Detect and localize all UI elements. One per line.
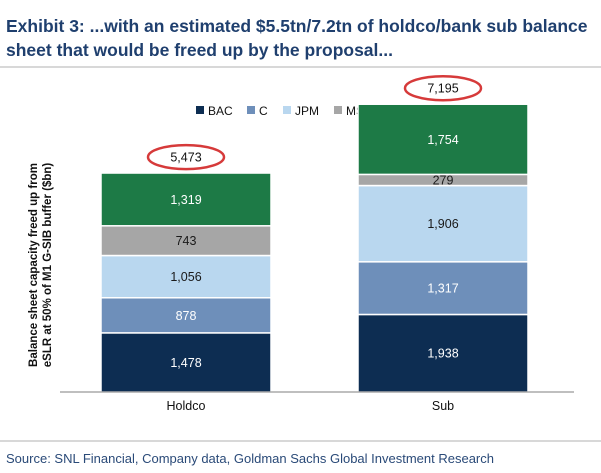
- chart-title: Exhibit 3: ...with an estimated $5.5tn/7…: [6, 16, 588, 60]
- legend-item-jpm: JPM: [283, 104, 319, 118]
- bars-group: 1,478 878 1,056 743 1,319 1,938 1,317 1,906 279 1…: [100, 103, 529, 393]
- y-axis-label-line-2: eSLR at 50% of M1 G-SIB buffer ($bn): [42, 163, 54, 368]
- legend-swatch-jpm: [283, 106, 291, 114]
- x-tick-label-sub: Sub: [432, 399, 454, 413]
- total-highlight-holdco: [146, 143, 226, 171]
- bar-sub-bac: [357, 313, 529, 393]
- data-label-holdco-ms: 743: [176, 234, 197, 248]
- legend-label-jpm: JPM: [295, 104, 319, 118]
- bar-holdco-bac: [100, 332, 272, 393]
- x-axis-ticks: Holdco Sub: [167, 399, 455, 413]
- bar-sub-c: [357, 261, 529, 316]
- data-label-holdco-wfc: 1,319: [170, 193, 201, 207]
- y-axis-label-line-1: Balance sheet capacity freed up from: [28, 163, 40, 367]
- legend-label-bac: BAC: [208, 104, 233, 118]
- legend-label-c: C: [259, 104, 268, 118]
- data-label-holdco-c: 878: [176, 309, 197, 323]
- bar-sub-jpm: [357, 184, 529, 263]
- data-label-sub-c: 1,317: [427, 282, 458, 296]
- total-label-sub: 7,195: [427, 82, 458, 96]
- x-tick-label-holdco: Holdco: [167, 399, 206, 413]
- data-label-sub-bac: 1,938: [427, 347, 458, 361]
- bar-holdco-wfc: [100, 172, 272, 227]
- legend-item-c: C: [247, 104, 268, 118]
- bar-holdco-c: [100, 297, 272, 334]
- total-highlight-sub: [403, 74, 483, 102]
- source-note: Source: SNL Financial, Company data, Gol…: [6, 451, 494, 466]
- total-labels: 5,473 7,195: [146, 74, 483, 171]
- y-axis-label: Balance sheet capacity freed up from eSLR…: [28, 163, 54, 368]
- total-label-holdco: 5,473: [170, 151, 201, 165]
- bar-holdco-ms: [100, 225, 272, 257]
- data-label-holdco-jpm: 1,056: [170, 270, 201, 284]
- data-label-sub-jpm: 1,906: [427, 217, 458, 231]
- data-label-holdco-bac: 1,478: [170, 356, 201, 370]
- bar-sub-wfc: [357, 103, 529, 176]
- legend-swatch-c: [247, 106, 255, 114]
- data-label-sub-wfc: 1,754: [427, 133, 458, 147]
- legend-swatch-bac: [196, 106, 204, 114]
- legend-swatch-ms: [334, 106, 342, 114]
- legend-item-bac: BAC: [196, 104, 233, 118]
- data-label-sub-ms: 279: [433, 173, 454, 187]
- bar-holdco-jpm: [100, 254, 272, 299]
